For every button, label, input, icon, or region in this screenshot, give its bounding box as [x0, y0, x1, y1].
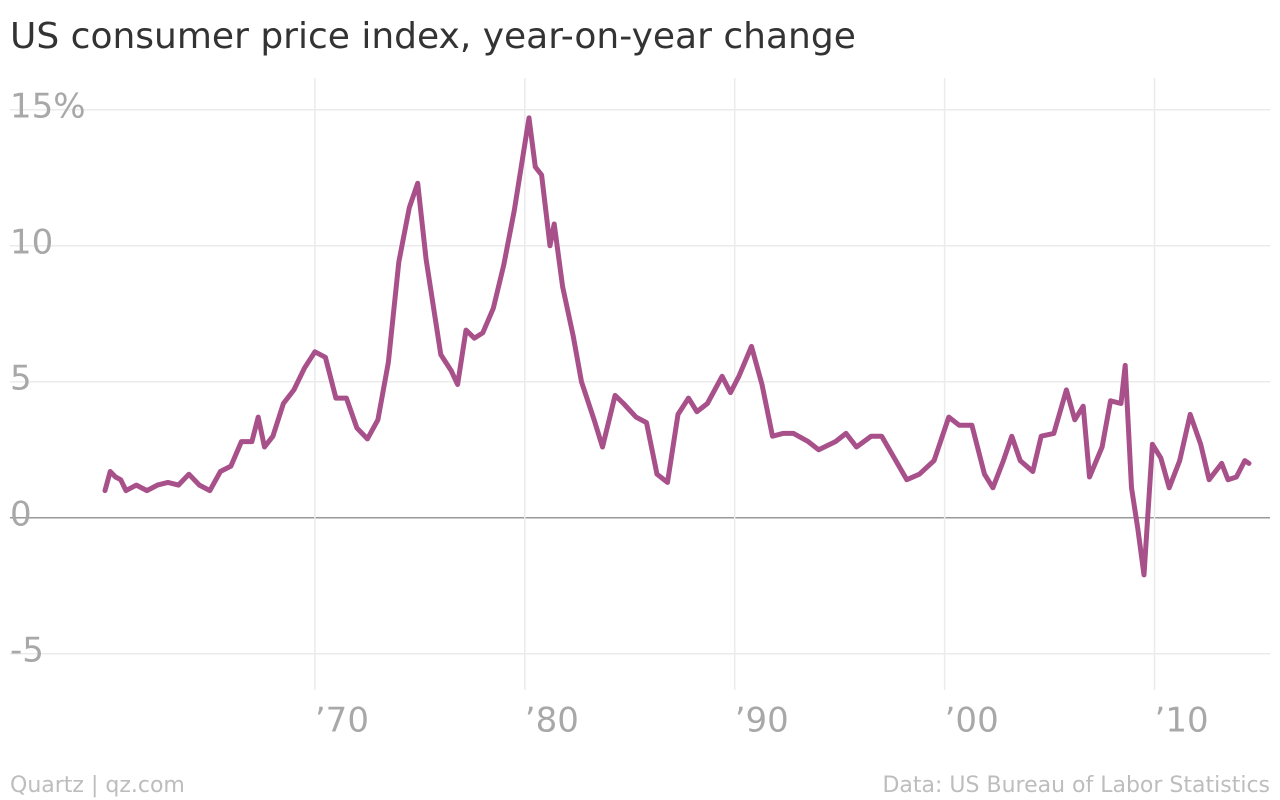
credit: Quartz | qz.com — [10, 773, 185, 798]
y-tick-label: 5 — [10, 358, 32, 398]
y-tick-label: 0 — [10, 494, 32, 534]
source: Data: US Bureau of Labor Statistics — [882, 773, 1270, 798]
x-tick-label: ’10 — [1155, 701, 1209, 741]
x-tick-label: ’70 — [315, 701, 369, 741]
y-tick-label: 10 — [10, 222, 53, 262]
x-tick-label: ’90 — [735, 701, 789, 741]
cpi-line — [102, 115, 1252, 578]
y-tick-label: -5 — [10, 630, 44, 670]
chart-title: US consumer price index, year-on-year ch… — [10, 16, 856, 57]
x-tick-label: ’80 — [525, 701, 579, 741]
x-tick-label: ’00 — [945, 701, 999, 741]
y-tick-label: 15% — [10, 86, 86, 126]
